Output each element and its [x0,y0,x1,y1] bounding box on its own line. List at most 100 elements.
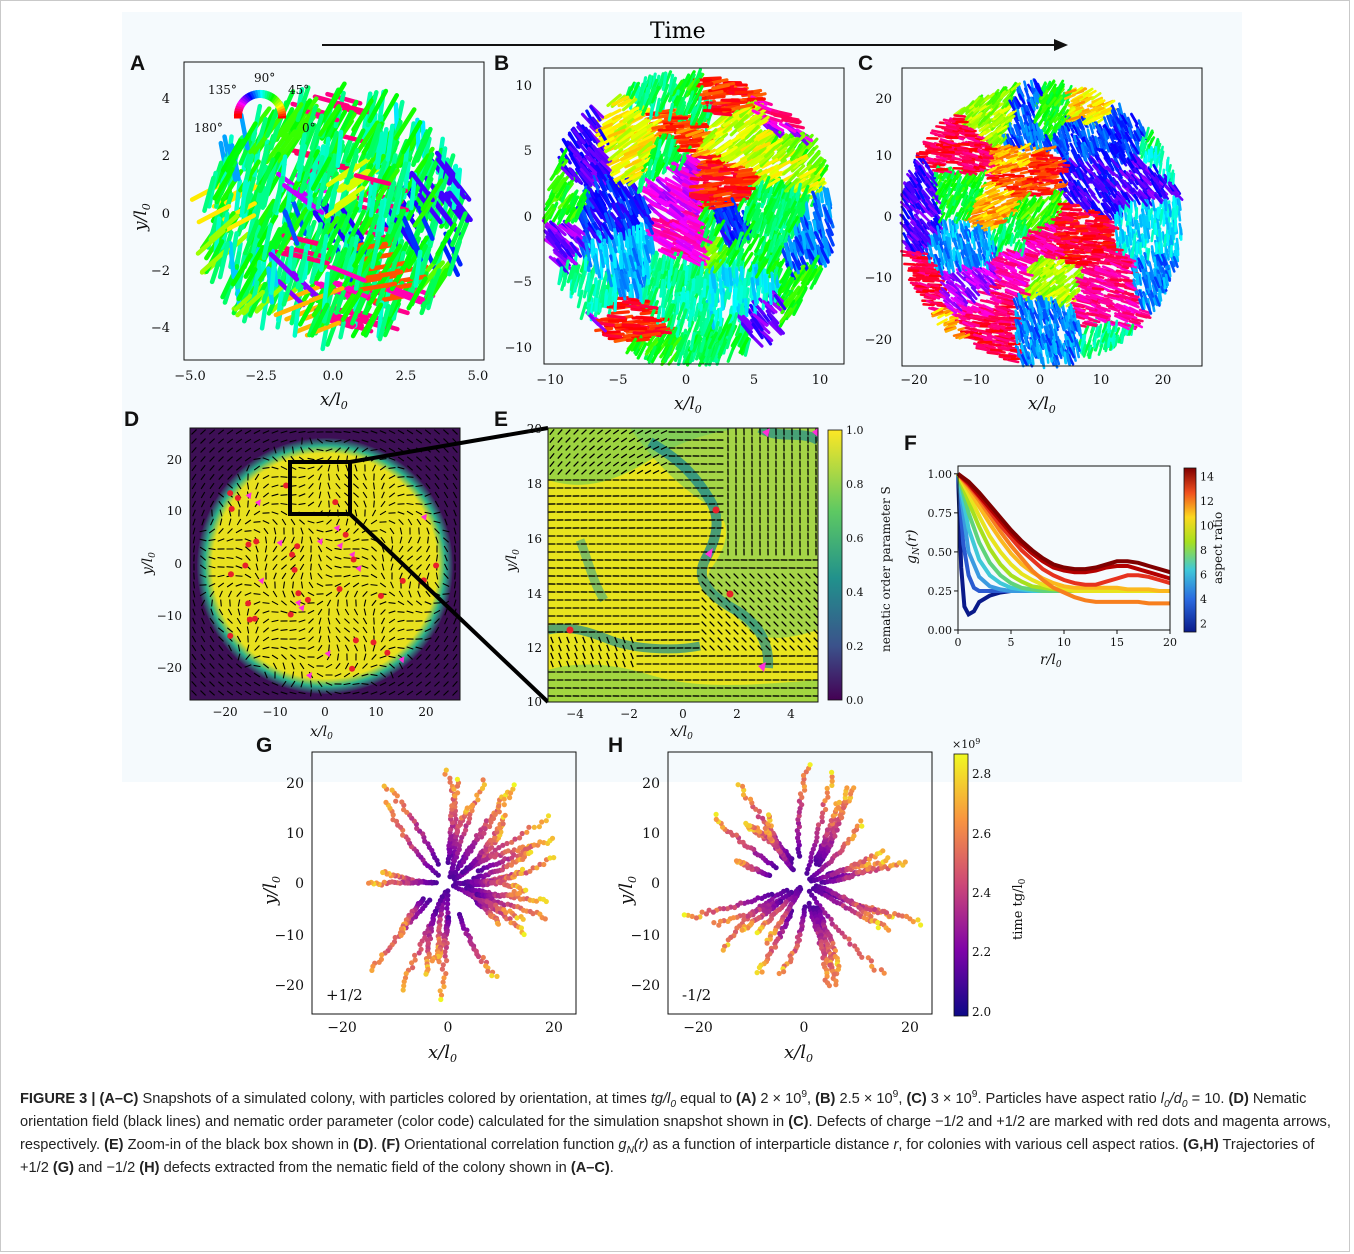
particle-rod [1145,190,1156,201]
particle-rod [590,162,603,179]
particle-rod [628,199,639,218]
particle-rod [669,256,674,276]
particle-rod [752,287,758,307]
particle-rod [622,252,629,272]
particle-rod [689,331,696,351]
particle-rod [738,233,748,252]
particle-rod [935,125,948,130]
particle-rod [678,140,699,145]
particle-rod [784,170,800,186]
particle-rod [792,156,809,169]
particle-rod [344,147,360,185]
particle-rod [688,224,707,235]
particle-rod [730,330,742,348]
particle-rod [650,160,657,180]
particle-rod [568,195,580,214]
particle-rod [542,203,555,220]
particle-rod [622,273,630,292]
particle-rod [367,272,390,306]
particle-rod [702,128,718,143]
particle-rod [353,253,366,291]
particle-rod [630,127,648,140]
particle-rod [782,161,798,176]
particle-rod [721,145,738,158]
wheel-label-45: 45° [288,83,309,97]
particle-rod [766,138,784,150]
particle-rod [601,190,613,208]
particle-rod [1088,122,1095,135]
particle-rod [1039,93,1048,105]
particle-rod [960,267,971,276]
particle-rod [689,106,697,126]
particle-rod [295,251,308,290]
particle-rod [595,125,613,137]
particle-rod [789,144,803,161]
particle-rod [751,322,764,340]
particle-rod [435,204,461,236]
particle-rod [594,164,607,182]
particle-rod [643,244,651,263]
particle-rod [613,249,617,269]
particle-rod [720,291,725,311]
particle-rod [691,149,710,158]
particle-rod [667,146,678,165]
particle-rod [790,252,801,271]
particle-rod [709,78,729,85]
particle-rod [771,238,780,257]
particle-rod [592,318,607,333]
particle-rod [367,169,376,208]
particle-rod [306,171,315,210]
particle-rod [559,165,575,181]
particle-rod [1024,353,1030,367]
particle-rod [622,106,640,118]
particle-rod [649,100,655,120]
particle-rod [788,182,795,202]
particle-rod [603,212,613,231]
particle-rod [700,317,707,337]
particle-rod [585,272,591,292]
a-xtick-2: −2.5 [245,369,277,384]
particle-rod [599,284,607,304]
particle-rod [692,249,711,261]
particle-rod [324,289,342,326]
particle-rod [732,106,750,117]
particle-rod [1063,317,1068,330]
particle-rod [621,323,641,328]
particle-rod [359,281,398,292]
particle-rod [822,186,829,206]
particle-rod [1096,259,1109,265]
particle-rod [708,274,713,294]
particle-rod [650,85,661,104]
particle-rod [704,319,714,338]
particle-rod [779,266,791,284]
particle-rod [406,276,428,311]
particle-rod [572,224,589,238]
particle-rod [567,167,582,183]
particle-rod [649,236,656,256]
particle-rod [435,222,457,257]
particle-rod [643,318,663,323]
particle-rod [665,294,674,314]
particle-rod [637,136,656,147]
particle-rod [713,191,733,198]
particle-rod [645,277,655,296]
particle-rod [704,348,713,367]
particle-rod [648,198,665,211]
particle-rod [752,129,771,140]
particle-rod [646,322,667,329]
particle-rod [718,275,723,295]
particle-rod [383,180,397,219]
panel-letter-e: E [494,408,509,431]
particle-rod [714,344,721,364]
particle-rod [663,304,673,323]
particle-rod [768,321,783,336]
particle-rod [785,208,796,227]
particle-rod [360,302,384,336]
panel-a-snapshot: 90° 135° 45° 180° 0° 4 2 0 −2 −4 −5.0 −2… [131,61,488,412]
particle-rod [758,268,763,288]
particle-rod [282,183,314,208]
particle-rod [763,259,775,278]
particle-rod [362,273,401,284]
particle-rod [812,267,824,285]
particle-rod [309,113,324,151]
